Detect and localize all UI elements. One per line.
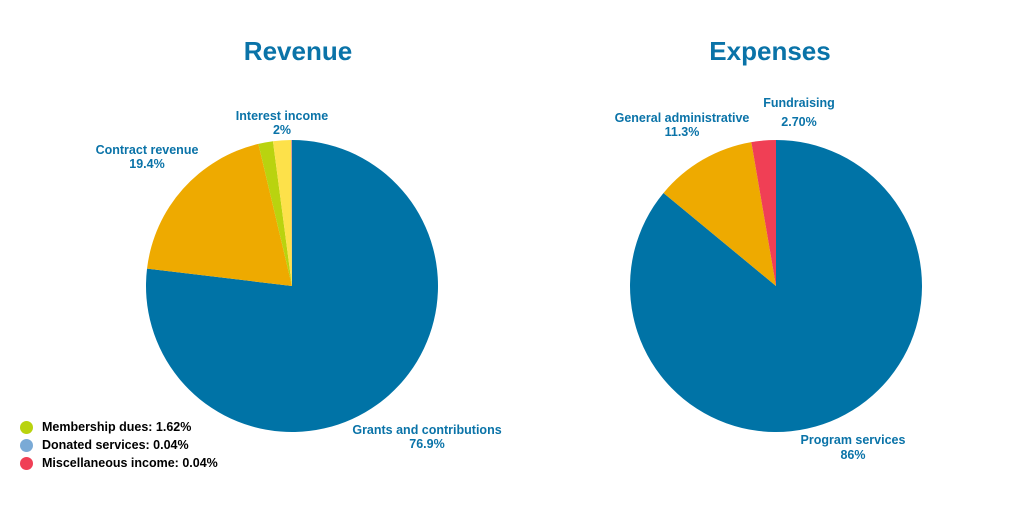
legend-item-donated-services: Donated services: 0.04% — [20, 436, 218, 454]
legend-swatch — [20, 420, 33, 434]
label-program-services-name: Program services — [801, 433, 906, 447]
label-general-administrative-name: General administrative — [615, 111, 750, 125]
legend-label: Membership dues: 1.62% — [42, 420, 192, 434]
label-interest-income-name: Interest income — [236, 109, 328, 123]
slice-fundraising — [751, 140, 776, 286]
legend-label: Miscellaneous income: 0.04% — [42, 456, 218, 470]
legend-swatch — [20, 438, 33, 452]
label-program-services-value: 86% — [840, 448, 865, 462]
legend-swatch — [20, 456, 33, 470]
label-contract-revenue-name: Contract revenue — [96, 143, 199, 157]
slice-contract-revenue — [147, 143, 292, 286]
label-interest-income-value: 2% — [273, 123, 291, 137]
legend-label: Donated services: 0.04% — [42, 438, 189, 452]
legend-item-membership-dues: Membership dues: 1.62% — [20, 418, 218, 436]
expenses-chart-title: Expenses — [709, 36, 830, 66]
revenue-chart-title: Revenue — [244, 36, 352, 66]
label-general-administrative-value: 11.3% — [665, 125, 700, 139]
label-contract-revenue-value: 19.4% — [129, 157, 164, 171]
slice-interest-income — [272, 140, 292, 286]
label-fundraising-name: Fundraising — [763, 96, 835, 110]
label-grants-and-contributions-value: 76.9% — [409, 437, 444, 451]
slice-membership-dues — [258, 141, 292, 286]
revenue-legend: Membership dues: 1.62% Donated services:… — [20, 418, 218, 472]
slice-donated-services — [291, 139, 292, 286]
label-fundraising-value: 2.70% — [781, 115, 816, 129]
legend-item-miscellaneous-income: Miscellaneous income: 0.04% — [20, 454, 218, 472]
slice-grants-and-contributions — [146, 140, 439, 432]
label-grants-and-contributions-name: Grants and contributions — [352, 423, 501, 437]
slice-program-services — [630, 140, 923, 432]
slice-general-administrative — [663, 142, 776, 286]
